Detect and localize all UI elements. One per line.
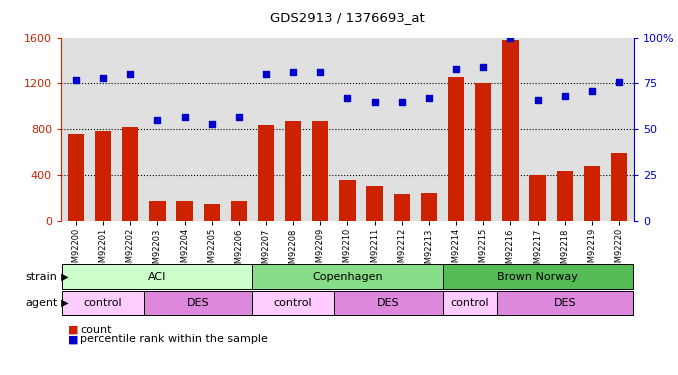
Point bbox=[614, 79, 624, 85]
Point bbox=[71, 77, 81, 83]
Text: DES: DES bbox=[187, 298, 210, 308]
Bar bbox=[312, 122, 328, 221]
Bar bbox=[95, 130, 111, 221]
Bar bbox=[611, 153, 627, 221]
Point bbox=[98, 75, 108, 81]
Bar bbox=[144, 291, 252, 315]
Text: percentile rank within the sample: percentile rank within the sample bbox=[80, 334, 268, 344]
Bar bbox=[62, 264, 252, 289]
Point bbox=[505, 34, 516, 40]
Text: control: control bbox=[274, 298, 313, 308]
Point bbox=[287, 69, 298, 75]
Text: ACI: ACI bbox=[148, 272, 167, 282]
Text: ▶: ▶ bbox=[58, 272, 69, 282]
Text: DES: DES bbox=[377, 298, 399, 308]
Point bbox=[532, 97, 543, 103]
Bar bbox=[203, 204, 220, 221]
Bar bbox=[258, 125, 274, 221]
Bar bbox=[367, 186, 383, 221]
Point bbox=[424, 95, 435, 101]
Bar bbox=[122, 127, 138, 221]
Bar bbox=[497, 291, 633, 315]
Bar bbox=[421, 192, 437, 221]
Point bbox=[559, 93, 570, 99]
Bar bbox=[502, 40, 519, 221]
Text: DES: DES bbox=[553, 298, 576, 308]
Text: agent: agent bbox=[25, 298, 58, 308]
Point bbox=[206, 121, 217, 127]
Bar bbox=[176, 201, 193, 221]
Bar bbox=[252, 291, 334, 315]
Point bbox=[315, 69, 325, 75]
Point bbox=[451, 66, 462, 72]
Bar bbox=[530, 176, 546, 221]
Bar bbox=[285, 122, 301, 221]
Text: Copenhagen: Copenhagen bbox=[312, 272, 383, 282]
Point bbox=[370, 99, 380, 105]
Bar bbox=[557, 171, 573, 221]
Bar bbox=[334, 291, 443, 315]
Text: control: control bbox=[450, 298, 489, 308]
Point bbox=[125, 71, 136, 77]
Bar bbox=[443, 264, 633, 289]
Bar bbox=[149, 201, 165, 221]
Bar bbox=[252, 264, 443, 289]
Point bbox=[342, 95, 353, 101]
Point bbox=[233, 114, 244, 120]
Point bbox=[397, 99, 407, 105]
Text: GDS2913 / 1376693_at: GDS2913 / 1376693_at bbox=[270, 11, 425, 24]
Bar bbox=[443, 291, 497, 315]
Text: control: control bbox=[84, 298, 123, 308]
Point bbox=[152, 117, 163, 123]
Point bbox=[179, 114, 190, 120]
Bar bbox=[68, 134, 84, 221]
Bar bbox=[475, 84, 492, 221]
Bar bbox=[448, 76, 464, 221]
Text: ■: ■ bbox=[68, 334, 79, 344]
Text: ■: ■ bbox=[68, 325, 79, 335]
Point bbox=[586, 88, 597, 94]
Bar bbox=[339, 180, 356, 221]
Text: ▶: ▶ bbox=[58, 298, 69, 308]
Text: strain: strain bbox=[26, 272, 58, 282]
Bar bbox=[62, 291, 144, 315]
Text: count: count bbox=[80, 325, 111, 335]
Point bbox=[478, 64, 489, 70]
Bar bbox=[584, 166, 600, 221]
Text: Brown Norway: Brown Norway bbox=[497, 272, 578, 282]
Bar bbox=[394, 194, 410, 221]
Point bbox=[260, 71, 271, 77]
Bar bbox=[231, 201, 247, 221]
